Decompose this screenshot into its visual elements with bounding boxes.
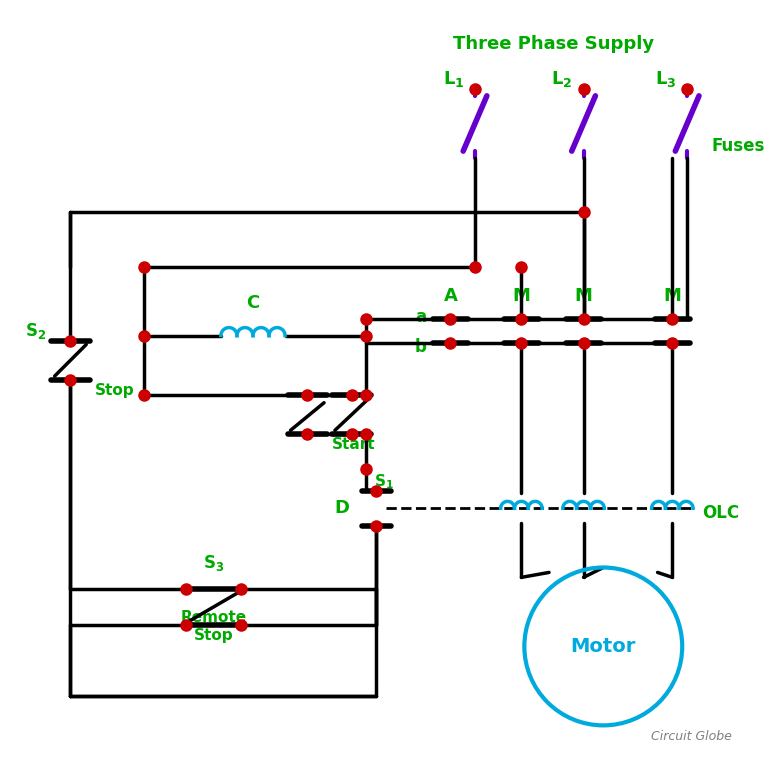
Text: $\mathbf{S_2}$: $\mathbf{S_2}$ [26, 321, 47, 341]
Text: a: a [415, 308, 427, 326]
Text: Stop: Stop [95, 383, 134, 398]
Text: Three Phase Supply: Three Phase Supply [454, 35, 654, 53]
Text: $\mathbf{S_1}$: $\mathbf{S_1}$ [375, 473, 394, 491]
Text: $\mathbf{L_1}$: $\mathbf{L_1}$ [443, 69, 464, 89]
Text: M: M [664, 287, 681, 305]
Text: M: M [575, 287, 593, 305]
Text: b: b [415, 338, 427, 357]
Text: $\mathbf{S_3}$: $\mathbf{S_3}$ [203, 552, 225, 572]
Text: D: D [334, 500, 350, 517]
Text: $\mathbf{L_3}$: $\mathbf{L_3}$ [655, 69, 676, 89]
Text: Motor: Motor [570, 637, 636, 656]
Text: Circuit Globe: Circuit Globe [650, 730, 732, 743]
Text: Start: Start [332, 437, 375, 452]
Text: $\mathbf{L_2}$: $\mathbf{L_2}$ [551, 69, 573, 89]
Text: C: C [246, 294, 260, 312]
Text: A: A [444, 287, 458, 305]
Text: Remote
Stop: Remote Stop [180, 610, 246, 643]
Text: OLC: OLC [702, 504, 739, 523]
Text: Fuses: Fuses [712, 137, 765, 155]
Text: M: M [513, 287, 531, 305]
